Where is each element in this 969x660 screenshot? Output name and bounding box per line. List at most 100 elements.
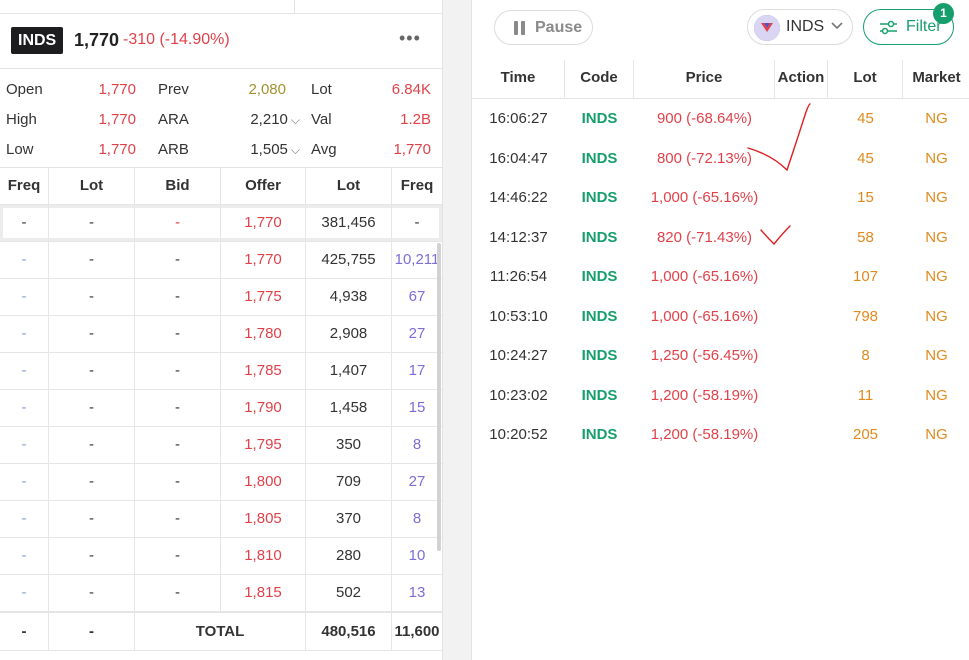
offer-price: 1,780 [221, 316, 306, 352]
offer-freq: 27 [408, 473, 426, 490]
filter-button[interactable]: Filter [863, 9, 954, 45]
bid-freq: - [0, 390, 49, 426]
orderbook-row[interactable]: - - -1,790 1,458 15 [0, 390, 442, 427]
col-market: Market [912, 69, 961, 86]
total-offer-freq: 11,600 [394, 623, 440, 640]
bid-lot: - [49, 464, 135, 500]
trade-row[interactable]: 10:24:27 INDS 1,250 (-56.45%) 8 NG [472, 336, 969, 375]
orderbook-panel: INDS 1,770 -310 (-14.90%) ••• Open 1,770… [0, 0, 443, 660]
trade-code: INDS [581, 307, 618, 325]
stat-label-prev: Prev [158, 81, 189, 98]
trade-row[interactable]: 10:23:02 INDS 1,200 (-58.19%) 11 NG [472, 376, 969, 415]
stat-label-high: High [6, 111, 37, 128]
orderbook-row[interactable]: - - -1,815 502 13 [0, 575, 442, 612]
trade-row[interactable]: 16:04:47 INDS 800 (-72.13%) 45 NG [472, 139, 969, 178]
bid-freq: - [0, 538, 49, 574]
offer-lot: 2,908 [306, 316, 392, 352]
stock-selector-label: INDS [786, 18, 825, 35]
pause-label: Pause [535, 19, 583, 36]
trade-row[interactable]: 11:26:54 INDS 1,000 (-65.16%) 107 NG [472, 257, 969, 296]
trade-price: 1,200 (-58.19%) [650, 386, 759, 404]
pause-icon [514, 21, 526, 35]
pause-button[interactable]: Pause [494, 10, 593, 45]
col-lot: Lot [828, 60, 903, 99]
bid-lot: - [49, 427, 135, 463]
trade-market: NG [925, 386, 948, 404]
bid-freq: - [0, 316, 49, 352]
stock-header: INDS 1,770 -310 (-14.90%) ••• [0, 15, 442, 69]
col-offer-lot: Lot [306, 168, 392, 204]
orderbook-row[interactable]: - - -1,800 709 27 [0, 464, 442, 501]
orderbook-row[interactable]: - - -1,770 425,755 10,211 [0, 242, 442, 279]
trade-price: 1,000 (-65.16%) [650, 307, 759, 325]
stat-label-open: Open [6, 81, 43, 98]
tab-divider [294, 0, 295, 14]
trade-price: 1,200 (-58.19%) [650, 426, 759, 443]
ara-value: 2,210 [250, 111, 288, 128]
stock-logo-graphic [754, 15, 780, 41]
offer-freq: 15 [408, 399, 426, 416]
chevron-down-icon [830, 18, 844, 35]
stat-label-val: Val [311, 111, 332, 128]
stock-stats: Open 1,770 Prev 2,080 Lot 6.84K High 1,7… [0, 75, 442, 165]
trade-market: NG [925, 110, 948, 127]
trade-code: INDS [581, 228, 618, 246]
orderbook-row[interactable]: - - -1,810 280 10 [0, 538, 442, 575]
offer-freq: 8 [412, 436, 422, 453]
trade-lot: 11 [857, 386, 874, 404]
stat-value-ara[interactable]: 2,210 ⌵ [250, 111, 300, 128]
orderbook-row[interactable]: - - -1,795 350 8 [0, 427, 442, 464]
top-tab-strip [0, 0, 443, 14]
col-code: Code [565, 60, 634, 99]
offer-lot: 709 [306, 464, 392, 500]
trade-row[interactable]: 14:12:37 INDS 820 (-71.43%) 58 NG [472, 218, 969, 257]
trade-code: INDS [581, 110, 618, 127]
panel-divider [442, 0, 443, 660]
trade-market: NG [925, 228, 948, 246]
col-time: Time [472, 60, 565, 99]
offer-price: 1,815 [221, 575, 306, 611]
more-dots-icon[interactable]: ••• [399, 28, 421, 48]
bid-lot: - [49, 316, 135, 352]
col-bid-lot: Lot [49, 168, 135, 204]
offer-freq: - [414, 214, 420, 231]
trade-price: 1,000 (-65.16%) [650, 268, 759, 285]
orderbook-row[interactable]: - - -1,775 4,938 67 [0, 279, 442, 316]
col-price: Price [634, 60, 775, 99]
trade-price: 1,000 (-65.16%) [650, 189, 759, 206]
stat-value-arb[interactable]: 1,505 ⌵ [250, 141, 300, 158]
orderbook-row[interactable]: - - -1,785 1,407 17 [0, 353, 442, 390]
stat-value-low: 1,770 [98, 141, 136, 158]
trade-row[interactable]: 10:53:10 INDS 1,000 (-65.16%) 798 NG [472, 297, 969, 336]
orderbook-first-row[interactable]: - - - 1,770 381,456 - [0, 205, 442, 242]
stat-row-open: Open 1,770 Prev 2,080 Lot 6.84K [0, 75, 442, 105]
stat-value-avg: 1,770 [393, 141, 431, 158]
bid-lot: - [49, 353, 135, 389]
offer-price: 1,785 [221, 353, 306, 389]
orderbook-scrollbar[interactable] [437, 243, 441, 551]
stock-selector[interactable]: INDS [747, 9, 853, 45]
offer-freq: 10,211 [394, 251, 440, 268]
bid-lot: - [49, 279, 135, 315]
trade-market: NG [925, 347, 948, 364]
symbol-badge[interactable]: INDS [11, 27, 64, 54]
orderbook-row[interactable]: - - -1,805 370 8 [0, 501, 442, 538]
trade-row[interactable]: 10:20:52 INDS 1,200 (-58.19%) 205 NG [472, 415, 969, 454]
trade-row[interactable]: 14:46:22 INDS 1,000 (-65.16%) 15 NG [472, 178, 969, 217]
trade-row[interactable]: 16:06:27 INDS 900 (-68.64%) 45 NG [472, 99, 969, 138]
stat-row-low: Low 1,770 ARB 1,505 ⌵ Avg 1,770 [0, 135, 442, 165]
trade-lot: 798 [852, 307, 879, 325]
bid-freq: - [0, 205, 49, 241]
bid-freq: - [0, 501, 49, 537]
bid-lot: - [49, 538, 135, 574]
bid-freq: - [0, 464, 49, 500]
offer-freq: 10 [408, 547, 426, 564]
orderbook-row[interactable]: - - -1,780 2,908 27 [0, 316, 442, 353]
trade-lot: 15 [857, 189, 874, 206]
trade-code: INDS [581, 386, 618, 404]
stat-row-high: High 1,770 ARA 2,210 ⌵ Val 1.2B [0, 105, 442, 135]
bid-lot: - [49, 242, 135, 278]
offer-freq: 67 [408, 288, 426, 305]
trade-market: NG [925, 149, 948, 167]
bid-price: - [135, 390, 221, 426]
